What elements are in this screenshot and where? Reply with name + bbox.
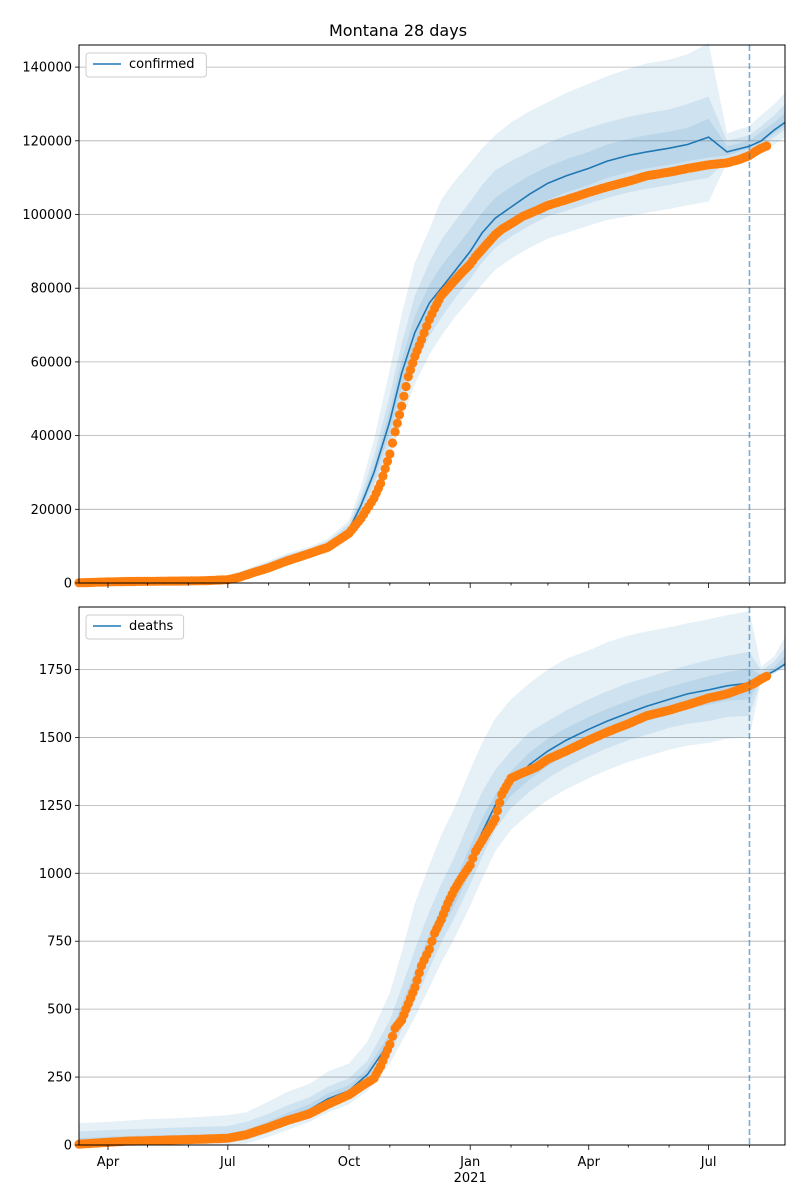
deaths-plot-frame [78,606,786,1146]
confirmed-legend: confirmed [85,52,207,78]
x-tick-label: Apr [97,1155,120,1170]
observed-point [387,1031,398,1041]
x-tick-label: Jul [219,1155,236,1170]
legend-box [85,52,207,78]
legend-label: confirmed [129,57,195,72]
y-tick-label: 0 [64,1139,72,1154]
y-tick-label: 100000 [22,208,72,223]
y-tick-label: 140000 [22,61,72,76]
observed-point [401,381,411,392]
confirmed-observed-points [74,141,772,588]
legend-label: deaths [129,619,174,634]
legend-box [85,614,185,640]
observed-point [414,968,424,978]
y-tick-label: 120000 [22,134,72,149]
confirmed-plot-frame [78,44,786,584]
y-tick-label: 250 [47,1071,72,1086]
observed-point [394,410,405,420]
observed-point [378,471,388,481]
observed-point [490,814,500,824]
y-tick-label: 20000 [31,503,72,518]
x-tick-label: Jul [700,1155,717,1170]
observed-point [762,671,772,681]
x-tick-label: Oct [338,1155,360,1170]
observed-point [385,1039,395,1050]
y-tick-label: 40000 [31,429,72,444]
observed-point [424,944,434,955]
observed-point [762,141,772,151]
observed-point [399,391,409,401]
observed-point [410,982,420,993]
y-tick-label: 60000 [31,355,72,370]
y-tick-label: 80000 [31,282,72,297]
y-tick-label: 1000 [39,867,72,882]
x-year-label: 2021 [454,1171,487,1186]
deaths-x-axis: Apr Jul Oct Jan Apr Jul 2021 [97,1145,750,1186]
deaths-y-axis: 0 250 500 750 1000 1250 1500 1750 [39,663,79,1154]
observed-point [495,798,505,808]
confidence-band [79,96,785,583]
deaths-legend: deaths [85,614,185,640]
x-tick-label: Apr [577,1155,600,1170]
observed-point [380,464,390,474]
y-tick-label: 0 [64,577,72,592]
observed-point [376,478,386,489]
deaths-observed-points [74,671,772,1149]
observed-point [385,449,395,459]
observed-point [382,456,393,466]
observed-point [390,427,400,437]
confidence-band [79,611,785,1145]
y-tick-label: 1500 [39,731,72,746]
observed-point [387,438,398,448]
observed-point [392,418,402,428]
confirmed-chart: Montana 28 days 0 20000 40000 60000 80000 100… [22,21,786,592]
confirmed-y-axis: 0 20000 40000 60000 80000 100000 120000 140000 [22,61,79,592]
x-tick-label: Jan [459,1155,480,1170]
y-tick-label: 500 [47,1003,72,1018]
y-tick-label: 1250 [39,799,72,814]
observed-point [397,401,407,411]
y-tick-label: 750 [47,935,72,950]
observed-point [427,936,437,946]
chart-title: Montana 28 days [329,21,467,40]
observed-point [492,806,502,816]
observed-point [412,975,422,985]
y-tick-label: 1750 [39,663,72,678]
